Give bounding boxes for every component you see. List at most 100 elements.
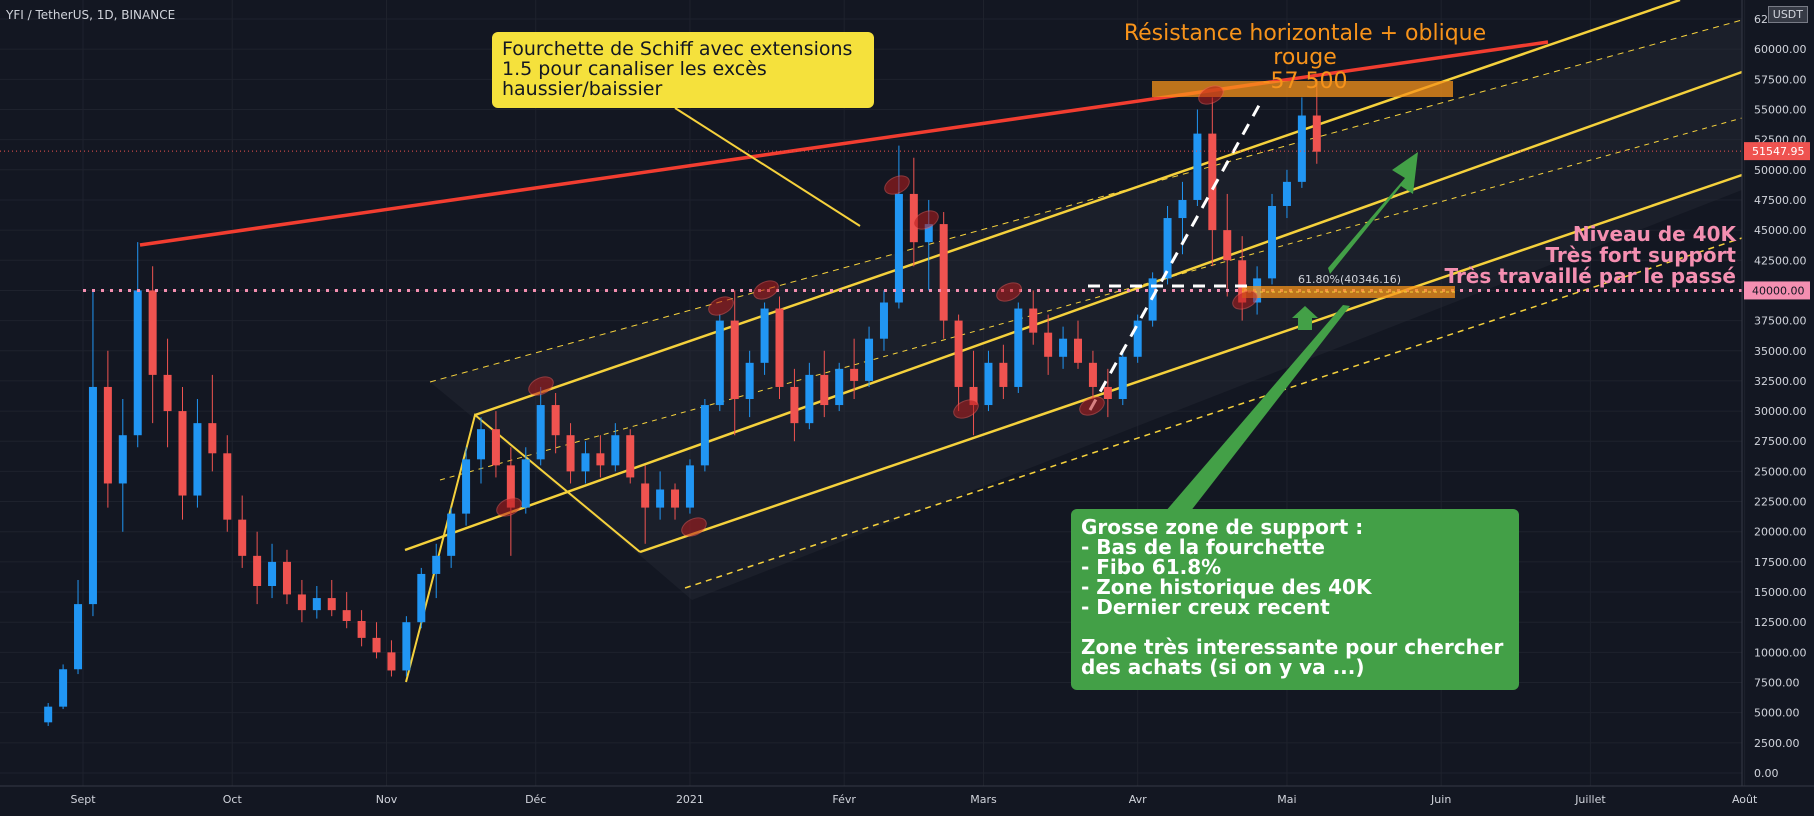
candle-body — [596, 453, 605, 466]
candle-body — [491, 429, 500, 466]
support-pointer — [1165, 305, 1350, 512]
candle-body — [969, 386, 978, 406]
schiff-pointer — [674, 107, 861, 227]
touch-highlight — [996, 282, 1022, 302]
candle-body — [477, 429, 485, 460]
support-callout[interactable]: Grosse zone de support : - Bas de la fou… — [1071, 509, 1519, 690]
candle-body — [924, 224, 933, 243]
price-tick-label: 15000.00 — [1754, 586, 1807, 599]
touch-highlight — [528, 376, 554, 396]
candle-body — [103, 386, 112, 484]
candle-body — [447, 513, 456, 556]
candle-body — [88, 386, 97, 605]
candle-body — [1178, 199, 1187, 219]
time-axis[interactable]: Sept Oct Nov Déc 2021 Févr Mars Avr Mai Juin Juill… — [70, 793, 1758, 806]
candle-body — [939, 224, 948, 321]
candle-body — [1312, 115, 1321, 152]
time-tick-label: Août — [1732, 793, 1758, 806]
candle-body — [238, 519, 247, 556]
candle-body — [253, 555, 262, 587]
candle-body — [1163, 218, 1172, 279]
time-tick-label: Juin — [1430, 793, 1451, 806]
candle-body — [1059, 338, 1068, 357]
symbol-header[interactable]: YFI / TetherUS, 1D, BINANCE — [6, 8, 176, 22]
trend-dashed — [1088, 99, 1264, 411]
pitchfork-line — [684, 237, 1743, 589]
resistance-label[interactable]: Résistance horizontale + oblique rouge -… — [1090, 22, 1520, 94]
drawing-layer: 61.80%(40346.16) — [0, 40, 1742, 537]
level-label-line3: Très travaillé par le passé — [1444, 264, 1737, 288]
candle-body — [536, 405, 545, 460]
candle-body — [671, 489, 680, 508]
candle-body — [74, 604, 83, 670]
price-tick-label: 55000.00 — [1754, 103, 1807, 116]
price-tick-label: 32500.00 — [1754, 375, 1807, 388]
candle-body — [193, 423, 202, 496]
candle-body — [850, 368, 859, 381]
fib-label: 61.80%(40346.16) — [1298, 273, 1401, 286]
candle-body — [1297, 115, 1306, 182]
candle-body — [1133, 320, 1142, 357]
small-up-arrow — [1292, 306, 1318, 330]
price-tick-label: 60000.00 — [1754, 43, 1807, 56]
price-tick-label: 7500.00 — [1754, 677, 1800, 690]
price-tick-label: 57500.00 — [1754, 73, 1807, 86]
candle-body — [805, 374, 814, 424]
candle-body — [148, 290, 157, 375]
resistance-zone — [1152, 81, 1453, 97]
touch-highlight — [913, 210, 939, 230]
candle-body — [1238, 260, 1247, 303]
candle-body — [133, 290, 142, 436]
candle-body — [357, 620, 366, 638]
candle-body — [1103, 386, 1112, 400]
candle-body — [715, 320, 724, 406]
candle-body — [163, 374, 172, 412]
currency-badge[interactable]: USDT — [1767, 6, 1808, 23]
candle-body — [1074, 338, 1082, 363]
candle-body — [700, 405, 709, 466]
candle-body — [909, 193, 918, 243]
price-tick-label: 30000.00 — [1754, 405, 1807, 418]
price-tick-label: 27500.00 — [1754, 435, 1807, 448]
candle-body — [44, 706, 53, 723]
price-tick-label: 25000.00 — [1754, 465, 1807, 478]
pitchfork-line — [639, 173, 1743, 554]
price-tick-label: 45000.00 — [1754, 224, 1807, 237]
candle-body — [1223, 230, 1232, 261]
candle-body — [387, 652, 396, 671]
resistance-label-line1: Résistance horizontale + oblique rouge — [1123, 21, 1487, 70]
touch-highlight — [1079, 396, 1105, 416]
pitchfork-handle — [405, 413, 641, 683]
candle-body — [118, 435, 127, 484]
candle-body — [1088, 362, 1097, 387]
candle-body — [1029, 308, 1038, 333]
candle-body — [984, 362, 993, 406]
touch-highlight — [753, 280, 779, 300]
candle-body — [835, 368, 844, 406]
price-tick-label: 47500.00 — [1754, 194, 1807, 207]
level-label-line1: Niveau de 40K — [1572, 222, 1736, 246]
candle-body — [372, 637, 381, 653]
time-tick-label: Mai — [1277, 793, 1296, 806]
candle-body — [685, 465, 694, 508]
time-tick-label: Sept — [70, 793, 96, 806]
candle-body — [611, 435, 620, 466]
level-label-line2: Très fort support — [1545, 243, 1736, 267]
price-axis[interactable]: 62500.0060000.0057500.0055000.0052500.00… — [1744, 13, 1810, 780]
level-label[interactable]: Niveau de 40K Très fort support Très tra… — [1445, 224, 1737, 287]
touch-highlight — [681, 517, 707, 537]
candle-body — [581, 453, 590, 472]
touch-highlight — [884, 175, 910, 195]
price-tick-label: 22500.00 — [1754, 496, 1807, 509]
candle-body — [521, 459, 530, 508]
candle-body — [879, 302, 888, 339]
candle-body — [342, 610, 351, 621]
candle-body — [1044, 332, 1053, 357]
price-tick-label: 37500.00 — [1754, 315, 1807, 328]
candle-body — [1208, 133, 1217, 231]
time-tick-label: Avr — [1129, 793, 1147, 806]
schiff-callout[interactable]: Fourchette de Schiff avec extensions 1.5… — [492, 32, 874, 108]
candle-body — [1282, 181, 1291, 206]
candle-body — [327, 598, 336, 611]
